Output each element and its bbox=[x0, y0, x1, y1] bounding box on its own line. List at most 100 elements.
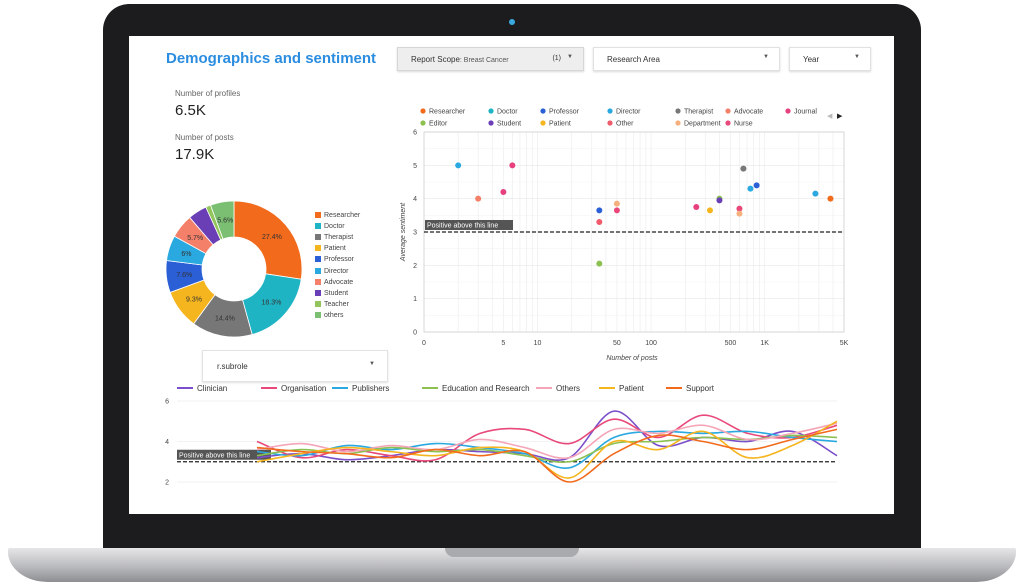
role-donut-chart: 27.4% 18.3% 14.4% 9.3% 7.6% 6% 5.7% 5.6% bbox=[165, 200, 303, 338]
y-axis-label: Average sentiment bbox=[400, 202, 407, 262]
series-line-others bbox=[256, 422, 838, 460]
legend-swatch bbox=[315, 223, 321, 230]
reference-label: Positive above this line bbox=[427, 223, 498, 230]
donut-legend-item: Director bbox=[315, 267, 349, 275]
donut-slice-label: 9.3% bbox=[186, 297, 202, 304]
donut-slice-label: 5.6% bbox=[217, 217, 233, 224]
donut-legend-item: Student bbox=[315, 289, 348, 297]
donut-legend-item: Researcher bbox=[315, 212, 360, 219]
y-tick-label: 3 bbox=[413, 230, 417, 237]
scatter-legend-swatch bbox=[785, 108, 791, 114]
report-scope-label: Report Scope bbox=[411, 55, 460, 64]
legend-label: Professor bbox=[324, 256, 354, 264]
scatter-legend-label: Director bbox=[616, 109, 641, 116]
donut-legend-item: Therapist bbox=[315, 234, 353, 241]
x-tick-label: 5 bbox=[501, 340, 505, 347]
donut-slice-label: 18.3% bbox=[261, 300, 281, 307]
series-line-publishers bbox=[256, 430, 838, 469]
scatter-legend-label: Researcher bbox=[429, 109, 466, 116]
legend-next-icon[interactable]: ▶ bbox=[837, 113, 843, 120]
x-tick-label: 500 bbox=[725, 340, 737, 347]
scatter-legend-swatch bbox=[540, 108, 546, 114]
line-legend-label: Publishers bbox=[352, 384, 389, 393]
scatter-legend-swatch bbox=[725, 108, 731, 114]
scatter-point-patient bbox=[706, 207, 713, 214]
y-tick-label: 4 bbox=[413, 196, 417, 203]
legend-label: Advocate bbox=[324, 278, 354, 286]
legend-label: Therapist bbox=[324, 234, 354, 242]
report-scope-value: : Breast Cancer bbox=[459, 57, 509, 64]
legend-swatch bbox=[315, 267, 321, 274]
scatter-point-director bbox=[812, 190, 819, 197]
y-tick-label: 6 bbox=[413, 130, 417, 137]
caret-down-icon: ▼ bbox=[369, 361, 375, 367]
x-tick-label: 100 bbox=[645, 340, 657, 347]
legend-swatch bbox=[315, 245, 321, 252]
scatter-legend-swatch bbox=[488, 108, 494, 114]
scatter-legend-swatch bbox=[488, 120, 494, 126]
scatter-point-professor bbox=[596, 207, 603, 214]
line-legend-label: Clinician bbox=[197, 384, 227, 393]
x-tick-label: 50 bbox=[613, 340, 621, 347]
scatter-legend-label: Other bbox=[616, 121, 634, 128]
year-label: Year bbox=[803, 55, 820, 64]
scatter-point-journal bbox=[693, 204, 700, 210]
legend-swatch bbox=[315, 278, 321, 285]
scatter-legend-label: Patient bbox=[549, 121, 571, 128]
scatter-point-student bbox=[716, 197, 723, 204]
page-title: Demographics and sentiment bbox=[166, 50, 377, 67]
profiles-label: Number of profiles bbox=[175, 89, 241, 98]
posts-label: Number of posts bbox=[175, 133, 234, 142]
series-line-patient bbox=[256, 420, 838, 479]
scatter-legend-label: Department bbox=[684, 121, 721, 128]
legend-prev-icon[interactable]: ◀ bbox=[827, 113, 833, 120]
research-area-label: Research Area bbox=[607, 55, 660, 64]
caret-down-icon: ▼ bbox=[763, 54, 769, 60]
line-y-tick-label: 4 bbox=[165, 439, 169, 446]
donut-legend-item: Teacher bbox=[315, 300, 349, 308]
series-line-support bbox=[256, 428, 838, 483]
scatter-point-nurse bbox=[613, 207, 620, 214]
line-legend-label: Others bbox=[556, 384, 580, 393]
legend-swatch bbox=[315, 289, 321, 296]
scatter-point-researcher bbox=[827, 195, 834, 202]
legend-label: Researcher bbox=[324, 212, 361, 219]
x-tick-label: 10 bbox=[534, 340, 542, 347]
legend-label: others bbox=[324, 311, 344, 319]
research-area-dropdown[interactable]: Research Area ▼ bbox=[593, 47, 780, 71]
scatter-legend-swatch bbox=[420, 120, 426, 126]
posts-value: 17.9K bbox=[175, 146, 215, 163]
x-tick-label: 1K bbox=[760, 340, 769, 347]
legend-label: Teacher bbox=[324, 300, 349, 308]
donut-slice-label: 14.4% bbox=[215, 316, 235, 323]
scatter-legend-label: Journal bbox=[794, 109, 817, 116]
subrole-dropdown[interactable]: r.subrole ▼ bbox=[202, 350, 388, 382]
line-legend-label: Organisation bbox=[281, 384, 326, 393]
scatter-legend-label: Doctor bbox=[497, 109, 518, 116]
caret-down-icon: ▼ bbox=[567, 54, 573, 60]
donut-legend-item: others bbox=[315, 311, 344, 319]
line-legend-label: Support bbox=[686, 384, 715, 393]
line-y-tick-label: 6 bbox=[165, 399, 169, 406]
subrole-label: r.subrole bbox=[217, 362, 248, 371]
year-dropdown[interactable]: Year ▼ bbox=[789, 47, 871, 71]
legend-swatch bbox=[315, 256, 321, 263]
donut-legend-item: Advocate bbox=[315, 278, 354, 286]
scatter-legend-label: Student bbox=[497, 121, 521, 128]
scatter-legend-swatch bbox=[607, 108, 613, 114]
line-reference-label: Positive above this line bbox=[179, 452, 250, 459]
profiles-value: 6.5K bbox=[175, 102, 206, 119]
y-tick-label: 1 bbox=[413, 296, 417, 303]
donut-slice-label: 27.4% bbox=[262, 234, 282, 241]
scatter-legend-label: Therapist bbox=[684, 109, 713, 116]
scatter-point-department bbox=[613, 200, 620, 207]
legend-label: Director bbox=[324, 267, 349, 275]
line-legend-label: Education and Research bbox=[442, 384, 530, 393]
scatter-legend-swatch bbox=[607, 120, 613, 126]
report-scope-dropdown[interactable]: Report Scope: Breast Cancer (1) ▼ bbox=[397, 47, 584, 71]
series-line-organisation bbox=[256, 414, 838, 462]
y-tick-label: 5 bbox=[413, 163, 417, 170]
legend-swatch bbox=[315, 311, 321, 318]
donut-slice-others bbox=[210, 200, 235, 240]
scatter-legend-swatch bbox=[675, 120, 681, 126]
